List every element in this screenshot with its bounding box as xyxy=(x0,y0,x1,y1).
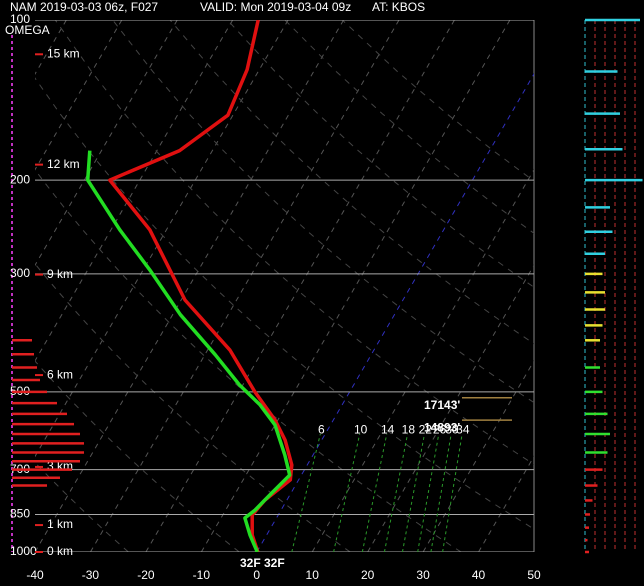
x-tick-label: 40 xyxy=(472,568,486,582)
mixing-ratio-label: 26 xyxy=(433,422,447,436)
valid-time: VALID: Mon 2019-03-04 09z xyxy=(200,0,351,14)
height-label: 0 km xyxy=(47,544,73,558)
isotherm xyxy=(422,359,534,552)
mixing-ratio-line xyxy=(333,433,361,552)
dry-adiabat xyxy=(341,20,534,182)
mixing-ratio-line xyxy=(417,433,440,552)
isotherm xyxy=(35,20,289,458)
mixing-ratio-line xyxy=(383,433,409,552)
mixing-ratio-line xyxy=(430,433,452,552)
x-tick-label: -10 xyxy=(193,568,211,582)
mixing-ratio-line xyxy=(361,433,388,552)
dry-adiabat xyxy=(169,20,534,345)
mixing-ratio-label: 14 xyxy=(381,422,395,436)
isotherm xyxy=(35,20,344,552)
mixing-ratio-line xyxy=(401,433,425,552)
isotherm xyxy=(478,455,534,552)
x-tick-label: 10 xyxy=(306,568,320,582)
mixing-ratio-label: 10 xyxy=(354,422,368,436)
x-tick-label: -20 xyxy=(137,568,155,582)
isotherm xyxy=(145,20,455,552)
y-tick-label: 300 xyxy=(10,266,30,280)
isotherm xyxy=(256,73,534,552)
dry-adiabat xyxy=(35,77,534,530)
y-tick-label: 200 xyxy=(10,172,30,186)
isotherm xyxy=(533,551,534,552)
dewpoint-trace xyxy=(85,150,292,552)
height-label: 9 km xyxy=(47,267,73,281)
dry-adiabat xyxy=(54,20,534,465)
isotherm xyxy=(35,20,178,267)
chart-title: NAM 2019-03-03 06z, F027 xyxy=(10,0,158,14)
isotherm xyxy=(311,168,534,552)
dry-adiabat xyxy=(35,360,240,552)
y-tick-label: 100 xyxy=(10,12,30,26)
mixing-ratio-label: 30 xyxy=(445,422,459,436)
height-label: 12 km xyxy=(47,157,80,171)
surface-label: 32F xyxy=(240,556,261,570)
y-tick-label: 1000 xyxy=(10,544,37,558)
omega-label: OMEGA xyxy=(5,23,50,37)
x-tick-label: 30 xyxy=(416,568,430,582)
x-tick-label: 0 xyxy=(253,568,260,582)
annotation: 17143' xyxy=(424,398,460,412)
mixing-ratio-label: 18 xyxy=(402,422,416,436)
isotherm xyxy=(35,20,123,171)
x-tick-label: 20 xyxy=(361,568,375,582)
mixing-ratio-line xyxy=(291,433,321,552)
dry-adiabat xyxy=(284,20,534,234)
wind-panel-grid xyxy=(584,20,636,552)
surface-label: 32F xyxy=(264,556,285,570)
height-label: 15 km xyxy=(47,46,80,60)
mixing-ratio-label: 22 xyxy=(419,422,433,436)
height-label: 6 km xyxy=(47,367,73,381)
mixing-ratio-label: 6 xyxy=(318,422,325,436)
isotherm xyxy=(90,20,400,552)
annotation: 14893' xyxy=(424,420,460,434)
y-tick-label: 850 xyxy=(10,507,30,521)
isotherm xyxy=(35,20,234,362)
mixing-ratio-line xyxy=(442,433,463,552)
station: AT: KBOS xyxy=(372,0,425,14)
x-tick-label: 50 xyxy=(527,568,541,582)
dry-adiabat xyxy=(35,168,462,552)
mixing-ratio-label: 34 xyxy=(456,422,470,436)
isotherm xyxy=(367,264,534,552)
isotherm xyxy=(200,20,511,552)
overlay: -40-30-20-100102030405010020030050070085… xyxy=(5,12,643,582)
x-tick-label: -30 xyxy=(82,568,100,582)
x-tick-label: -40 xyxy=(26,568,44,582)
plot-area xyxy=(35,20,534,552)
height-label: 1 km xyxy=(47,517,73,531)
